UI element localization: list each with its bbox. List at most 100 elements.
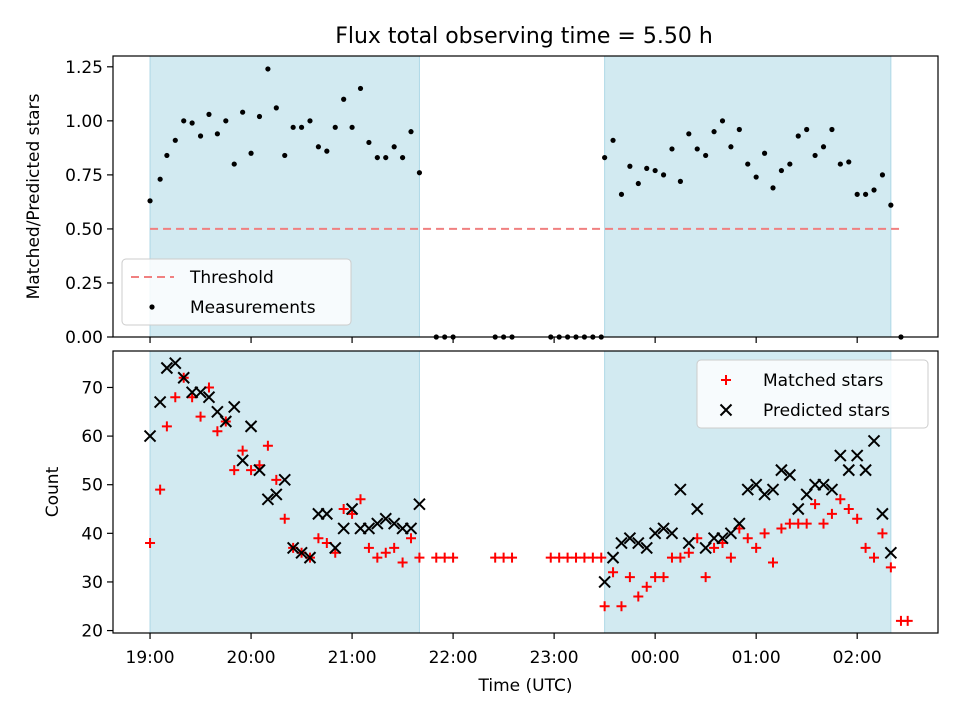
predicted-star-point [884, 546, 898, 559]
top-axes-frame [112, 55, 939, 338]
matched-star-point [237, 445, 248, 456]
measurement-point [189, 120, 195, 126]
top-y-axis-label: Matched/Predicted stars [24, 93, 44, 299]
measurement-point [652, 167, 658, 174]
predicted-star-point [775, 463, 788, 477]
measurement-point [871, 187, 877, 193]
measurement-point [753, 174, 759, 180]
predicted-star-point [194, 386, 207, 399]
measurement-point [677, 178, 683, 184]
bottom-axes-frame [112, 350, 939, 634]
matched-star-point [616, 601, 627, 612]
matched-star-point [490, 552, 501, 563]
matched-star-point [826, 508, 837, 519]
predicted-star-point [741, 483, 754, 496]
y-tick-label: 1.25 [65, 58, 103, 78]
measurement-point [341, 96, 347, 102]
y-tick-label: 70 [81, 378, 103, 398]
measurement-point [719, 118, 726, 124]
bottom-y-axis-label: Count [43, 466, 63, 517]
matched-star-point [793, 518, 804, 529]
predicted-star-point [261, 493, 275, 506]
measurement-point [273, 105, 279, 111]
legend-threshold-label: Threshold [189, 268, 274, 288]
measurement-point [703, 152, 709, 159]
measurement-point [164, 152, 170, 159]
matched-star-point [431, 552, 442, 563]
matched-star-point [801, 518, 812, 529]
matched-star-point [347, 508, 358, 519]
predicted-star-point [387, 517, 401, 530]
matched-star-point [843, 504, 854, 515]
bottom-panel: 20 30 40 50 60 70 19:00 20:00 21:00 22:00 23:00 00… [43, 350, 939, 696]
matched-star-point [372, 552, 383, 563]
y-tick-label: 0.50 [65, 220, 103, 240]
matched-star-point [751, 542, 762, 553]
measurement-point [366, 139, 372, 146]
matched-star-point [852, 513, 863, 524]
measurement-point [829, 126, 835, 133]
top-legend: Threshold Measurements [121, 258, 352, 326]
matched-star-point [768, 557, 778, 568]
matched-star-point [860, 542, 871, 553]
matched-star-point [161, 421, 172, 432]
measurement-point [745, 161, 751, 167]
matched-star-point [397, 557, 408, 568]
predicted-star-point [177, 371, 190, 384]
measurement-point [610, 137, 616, 143]
legend-predicted-swatch [719, 403, 733, 417]
predicted-star-point [733, 517, 746, 530]
x-tick-label: 02:00 [833, 648, 882, 668]
predicted-star-point [867, 434, 881, 448]
measurement-point [157, 176, 163, 182]
x-tick-label: 00:00 [631, 648, 680, 668]
measurement-point [686, 131, 692, 137]
predicted-star-point [153, 395, 167, 409]
predicted-star-point [825, 483, 839, 496]
matched-star-point [725, 552, 736, 563]
measurement-point [804, 126, 810, 133]
measurement-point [391, 144, 397, 150]
measurement-point [231, 161, 237, 167]
predicted-star-point [648, 527, 662, 540]
predicted-star-point [228, 400, 241, 414]
matched-star-point [380, 547, 391, 558]
measurement-point [820, 144, 827, 150]
predicted-star-point [143, 429, 157, 443]
legend-box [696, 359, 929, 429]
matched-star-point [877, 528, 888, 539]
predicted-star-point [606, 551, 620, 564]
measurement-point [374, 154, 380, 161]
predicted-star-point [691, 502, 704, 516]
predicted-star-point [615, 536, 628, 550]
predicted-star-point [665, 527, 679, 540]
matched-star-point [624, 572, 635, 583]
legend-box [121, 258, 352, 326]
predicted-star-point [834, 449, 847, 462]
legend-matched-swatch [721, 375, 731, 385]
predicted-star-point [674, 483, 687, 496]
measurement-point [770, 185, 776, 191]
x-tick-label: 01:00 [732, 648, 781, 668]
matched-star-point [869, 552, 880, 563]
matched-star-point [229, 465, 240, 476]
measurement-point [298, 124, 305, 130]
predicted-star-point [413, 497, 426, 511]
matched-star-point [406, 533, 417, 544]
measurement-point [416, 170, 423, 176]
predicted-star-point [850, 449, 864, 462]
predicted-star-point [758, 488, 771, 501]
matched-star-point [599, 601, 610, 612]
x-tick-label: 23:00 [530, 648, 579, 668]
measurement-point [602, 154, 608, 161]
measurement-point [644, 165, 650, 171]
count-points [143, 356, 913, 626]
matched-star-point [554, 552, 565, 563]
predicted-star-point [817, 478, 830, 491]
predicted-star-point [270, 488, 283, 501]
measurement-point [324, 148, 330, 154]
measurement-point [837, 161, 843, 167]
measurement-point [795, 133, 801, 139]
measurement-point [879, 172, 886, 178]
measurement-point [223, 118, 229, 124]
